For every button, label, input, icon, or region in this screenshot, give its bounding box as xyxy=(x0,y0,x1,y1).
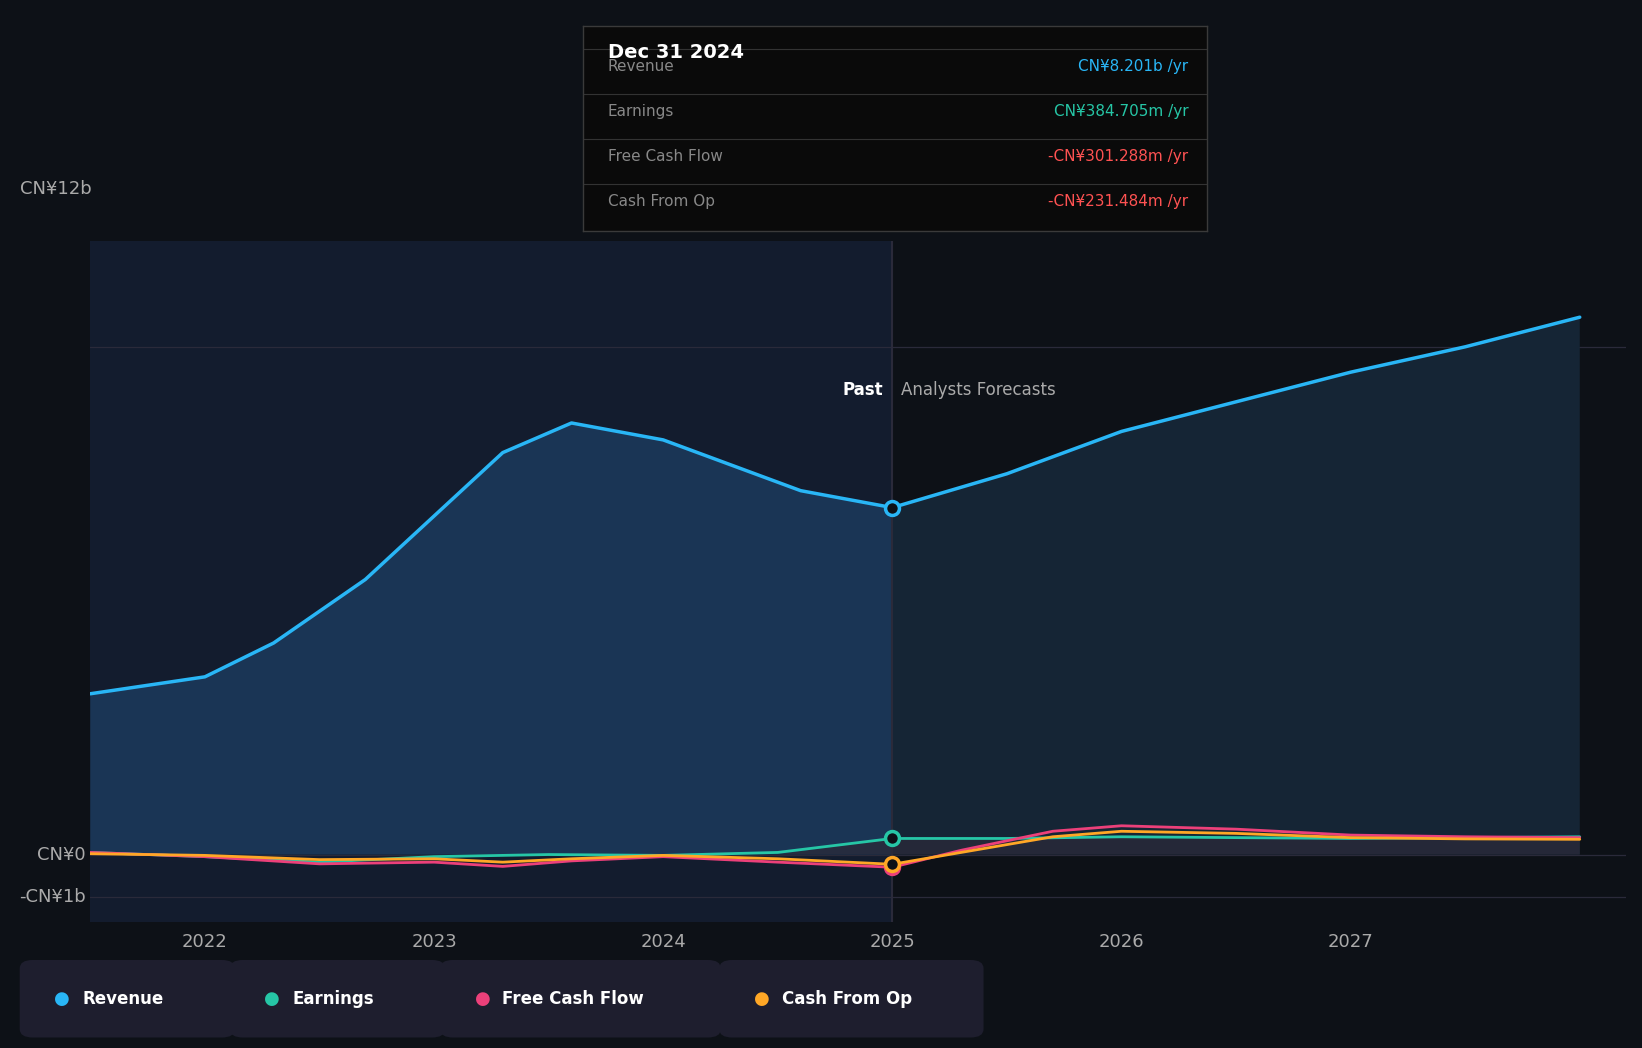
Text: -CN¥1b: -CN¥1b xyxy=(20,888,85,905)
Text: Earnings: Earnings xyxy=(608,104,675,118)
Text: Cash From Op: Cash From Op xyxy=(782,989,911,1008)
Text: Dec 31 2024: Dec 31 2024 xyxy=(608,43,744,62)
Text: Analysts Forecasts: Analysts Forecasts xyxy=(901,380,1056,398)
Text: Revenue: Revenue xyxy=(82,989,163,1008)
Text: Cash From Op: Cash From Op xyxy=(608,194,714,209)
Text: Revenue: Revenue xyxy=(608,59,675,74)
Text: CN¥8.201b /yr: CN¥8.201b /yr xyxy=(1079,59,1189,74)
Bar xyxy=(90,241,892,922)
Text: CN¥0: CN¥0 xyxy=(38,846,85,864)
Text: Free Cash Flow: Free Cash Flow xyxy=(608,149,722,163)
Text: ●: ● xyxy=(54,989,71,1008)
Text: Earnings: Earnings xyxy=(292,989,374,1008)
Text: -CN¥231.484m /yr: -CN¥231.484m /yr xyxy=(1048,194,1189,209)
Text: ●: ● xyxy=(264,989,281,1008)
Text: Past: Past xyxy=(842,380,883,398)
Bar xyxy=(892,241,1626,922)
Text: CN¥384.705m /yr: CN¥384.705m /yr xyxy=(1054,104,1189,118)
Text: ●: ● xyxy=(475,989,491,1008)
Text: -CN¥301.288m /yr: -CN¥301.288m /yr xyxy=(1048,149,1189,163)
Text: Free Cash Flow: Free Cash Flow xyxy=(502,989,644,1008)
Text: CN¥12b: CN¥12b xyxy=(20,179,92,198)
Text: ●: ● xyxy=(754,989,770,1008)
